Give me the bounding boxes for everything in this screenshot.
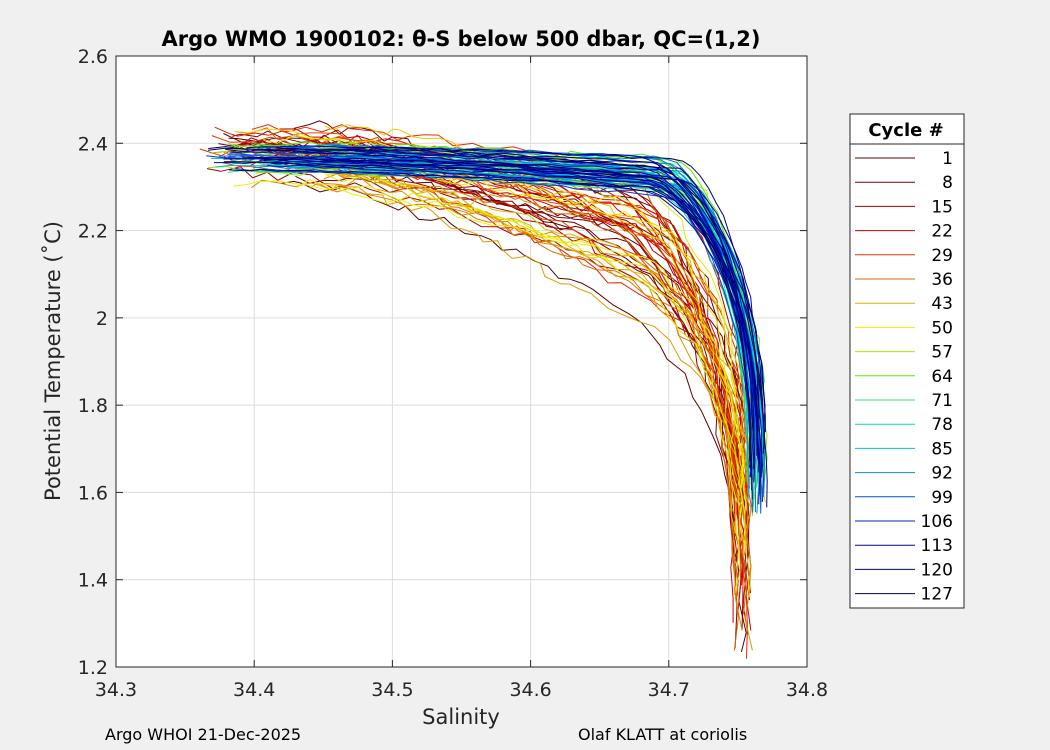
- series-line-cycle-50: [233, 180, 745, 500]
- legend-label: 71: [931, 391, 953, 411]
- y-tick-label: 1.4: [78, 570, 108, 592]
- legend-label: 106: [921, 512, 953, 532]
- series-line-cycle-44: [281, 164, 752, 536]
- legend-label: 8: [942, 173, 953, 193]
- y-tick-label: 2.2: [78, 221, 108, 243]
- x-tick-labels: 34.3 34.4 34.5 34.6 34.7 34.8: [95, 679, 828, 701]
- series-line-cycle-38: [251, 179, 739, 597]
- series-line-cycle-1: [281, 180, 747, 653]
- x-tick-label: 34.8: [786, 679, 828, 701]
- y-tick-label: 2.4: [78, 133, 108, 155]
- y-tick-label: 1.6: [78, 482, 108, 504]
- series-line-cycle-3: [352, 172, 733, 535]
- legend-label: 85: [931, 439, 953, 459]
- legend-label: 22: [931, 222, 953, 242]
- series-line-cycle-6: [293, 120, 740, 572]
- series-line-cycle-126: [208, 146, 753, 500]
- series-line-cycle-101: [345, 155, 753, 513]
- y-tick-label: 2.6: [78, 46, 108, 68]
- series-line-cycle-48: [234, 128, 740, 568]
- y-axis-label: Potential Temperature (˚C): [41, 221, 65, 501]
- legend-label: 50: [931, 318, 953, 338]
- series-line-cycle-117: [241, 156, 765, 443]
- series-line-cycle-127: [207, 147, 751, 470]
- footer-left: Argo WHOI 21-Dec-2025: [105, 725, 301, 744]
- y-tick-label: 1.8: [78, 395, 108, 417]
- series-line-cycle-123: [228, 168, 759, 456]
- series-line-cycle-37: [323, 173, 748, 556]
- legend-label: 57: [931, 343, 953, 363]
- legend: Cycle # 18152229364350576471788592991061…: [849, 113, 965, 609]
- series-line-cycle-53: [325, 174, 750, 596]
- x-tick-label: 34.3: [95, 679, 137, 701]
- legend-label: 78: [931, 415, 953, 435]
- series-line-cycle-113: [223, 157, 766, 450]
- series-line-cycle-125: [255, 156, 765, 454]
- legend-label: 64: [931, 367, 953, 387]
- x-axis-label: Salinity: [422, 705, 500, 729]
- series-line-cycle-88: [266, 149, 750, 501]
- y-tick-labels: 1.2 1.4 1.6 1.8 2 2.2 2.4 2.6: [78, 46, 108, 679]
- chart-title: Argo WMO 1900102: θ-S below 500 dbar, QC…: [162, 27, 761, 51]
- legend-label: 127: [921, 585, 953, 605]
- y-tick-label: 1.2: [78, 657, 108, 679]
- series-line-cycle-81: [261, 170, 750, 493]
- series-line-cycle-100: [311, 155, 762, 514]
- legend-label: 36: [931, 270, 953, 290]
- plot-frame: [115, 55, 808, 668]
- legend-label: 29: [931, 246, 953, 266]
- series-line-cycle-108: [294, 151, 752, 478]
- series-line-cycle-115: [263, 158, 756, 483]
- series-line-cycle-51: [324, 166, 747, 549]
- series-lines: [199, 120, 768, 659]
- legend-entries: 1 8 15 22 29 36 43 50 57 64 71 78 85 92 99 106 113 120 127: [855, 149, 953, 605]
- x-tick-label: 34.5: [371, 679, 413, 701]
- footer-right: Olaf KLATT at coriolis: [578, 725, 747, 744]
- x-tick-label: 34.4: [233, 679, 275, 701]
- x-tick-label: 34.7: [648, 679, 690, 701]
- legend-label: 120: [921, 560, 953, 580]
- series-line-cycle-49: [296, 179, 741, 595]
- legend-label: 1: [942, 149, 953, 169]
- legend-label: 15: [931, 197, 953, 217]
- legend-title: Cycle #: [868, 120, 943, 141]
- legend-label: 113: [921, 536, 953, 556]
- legend-label: 99: [931, 488, 953, 508]
- legend-label: 43: [931, 294, 953, 314]
- legend-box: [849, 113, 965, 609]
- legend-label: 92: [931, 464, 953, 484]
- y-tick-label: 2: [96, 308, 108, 330]
- series-line-cycle-39: [322, 176, 743, 631]
- x-tick-label: 34.6: [509, 679, 551, 701]
